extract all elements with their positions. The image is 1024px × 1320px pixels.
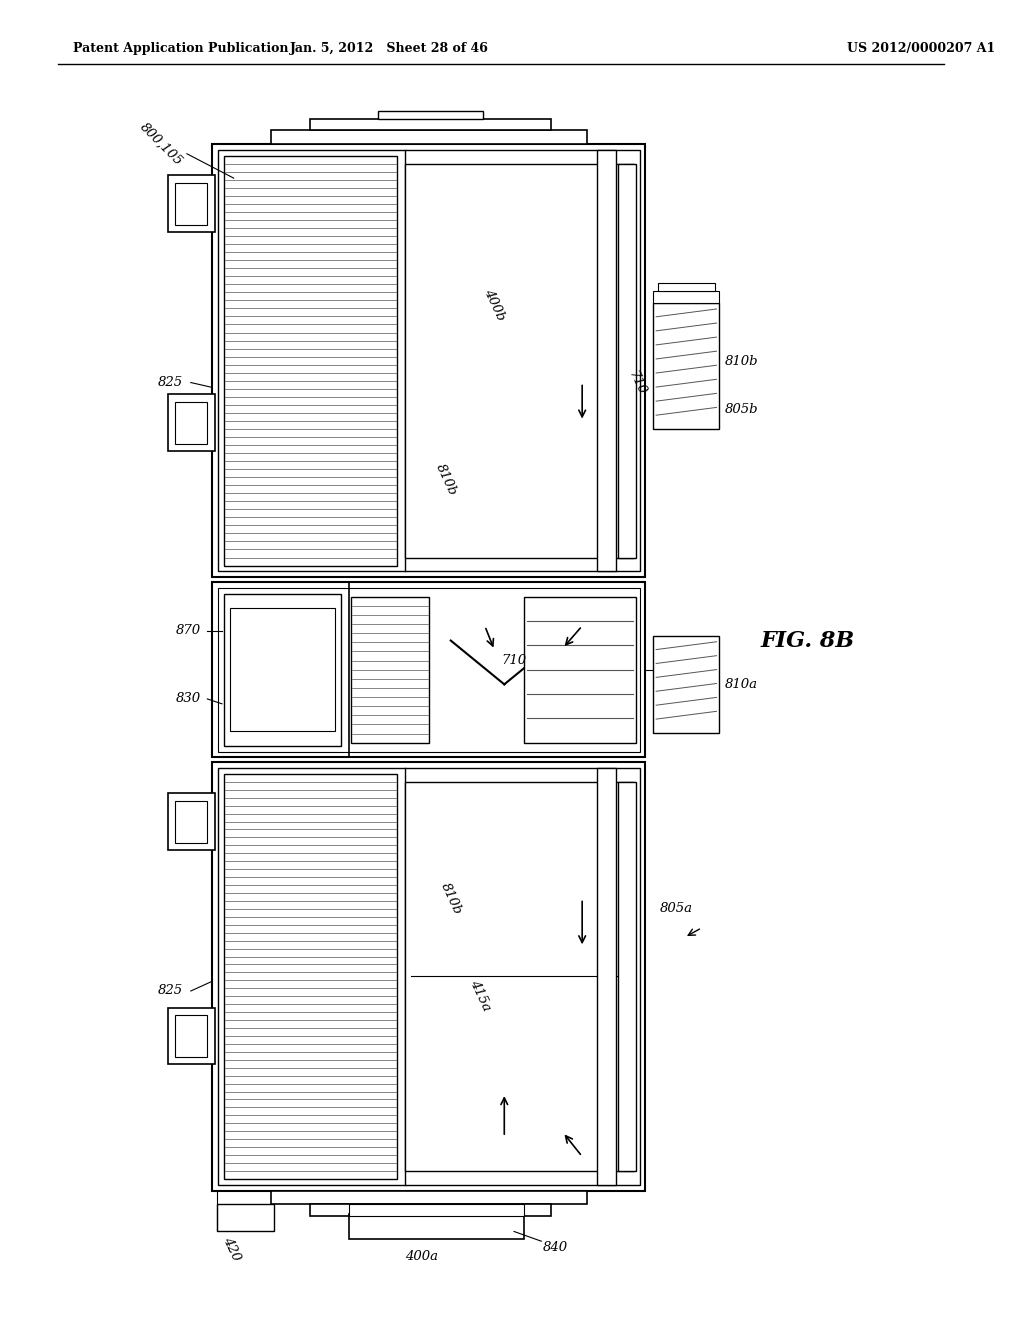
Bar — [212, 144, 645, 577]
Text: 825: 825 — [158, 985, 183, 998]
Bar — [270, 1191, 587, 1204]
Bar — [597, 768, 616, 1185]
Bar — [224, 594, 341, 746]
Bar — [218, 587, 640, 751]
Text: Patent Application Publication: Patent Application Publication — [73, 42, 289, 55]
Bar — [618, 781, 636, 1171]
Text: 400a: 400a — [406, 1250, 438, 1263]
Text: 710: 710 — [502, 653, 526, 667]
Bar — [653, 302, 720, 429]
Text: 840: 840 — [543, 1241, 568, 1254]
Bar — [270, 131, 587, 144]
Bar — [218, 150, 640, 572]
Text: 710: 710 — [626, 368, 648, 397]
Bar — [653, 636, 720, 733]
Bar — [175, 801, 208, 843]
Bar — [404, 164, 634, 558]
Bar — [309, 1204, 551, 1216]
Bar — [351, 597, 429, 743]
Bar — [658, 284, 715, 290]
Text: 805a: 805a — [660, 902, 693, 915]
Bar — [523, 597, 636, 743]
Bar — [229, 609, 335, 731]
Bar — [224, 156, 397, 565]
Bar — [653, 290, 720, 302]
Text: 825: 825 — [158, 376, 183, 389]
Bar — [597, 150, 616, 572]
Bar — [378, 111, 483, 119]
Text: 415a: 415a — [467, 978, 493, 1014]
Text: 420: 420 — [220, 1234, 243, 1263]
Bar — [212, 762, 645, 1191]
Text: 810b: 810b — [433, 462, 459, 498]
Bar — [217, 1204, 273, 1232]
Text: 400b: 400b — [481, 286, 508, 322]
Bar — [309, 119, 551, 131]
Text: 800,105: 800,105 — [137, 120, 185, 168]
Text: Jan. 5, 2012   Sheet 28 of 46: Jan. 5, 2012 Sheet 28 of 46 — [290, 42, 488, 55]
Bar — [348, 1204, 523, 1216]
Bar — [404, 781, 634, 1171]
Bar — [168, 176, 215, 231]
Bar — [175, 183, 208, 224]
Text: 810b: 810b — [724, 355, 758, 368]
Text: US 2012/0000207 A1: US 2012/0000207 A1 — [847, 42, 995, 55]
Text: 810a: 810a — [724, 678, 758, 690]
Bar — [224, 774, 397, 1179]
Bar — [618, 164, 636, 558]
Bar — [175, 1015, 208, 1057]
Text: 870: 870 — [175, 624, 201, 638]
Bar — [168, 395, 215, 450]
Text: 830: 830 — [175, 693, 201, 705]
Bar — [175, 403, 208, 444]
Bar — [168, 1007, 215, 1064]
Text: FIG. 8B: FIG. 8B — [761, 630, 855, 652]
Bar — [212, 582, 645, 758]
Bar — [218, 768, 640, 1185]
Bar — [168, 793, 215, 850]
Text: 810b: 810b — [437, 880, 464, 916]
Bar — [348, 1214, 523, 1239]
Text: 805b: 805b — [724, 404, 758, 416]
